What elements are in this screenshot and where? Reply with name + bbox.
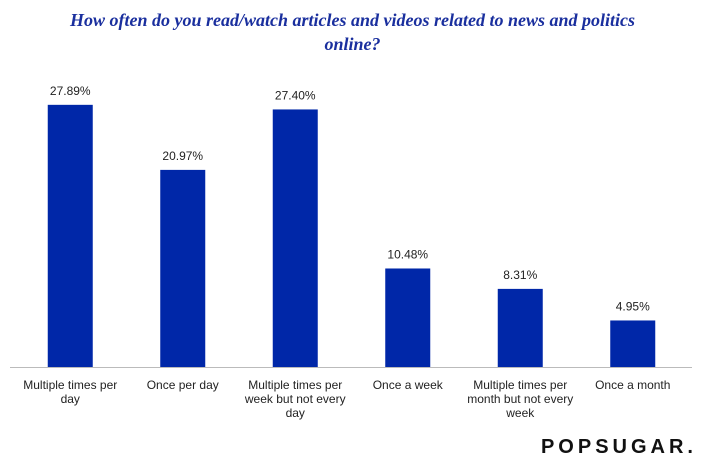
x-tick-label: Multiple times per week but not every da… xyxy=(244,378,346,420)
value-label: 20.97% xyxy=(162,149,203,163)
value-label: 4.95% xyxy=(616,299,650,313)
bar xyxy=(385,268,431,367)
x-tick-label: Once per day xyxy=(146,378,219,392)
value-label: 8.31% xyxy=(503,268,537,282)
bar xyxy=(160,169,206,367)
chart-title: How often do you read/watch articles and… xyxy=(70,10,635,54)
x-tick-label: Multiple times per month but not every w… xyxy=(467,378,574,420)
bar xyxy=(497,288,543,367)
bar xyxy=(610,320,656,367)
value-label: 27.40% xyxy=(275,88,316,102)
bar xyxy=(272,109,318,367)
bar xyxy=(47,104,93,368)
x-tick-label: Once a month xyxy=(595,378,671,392)
x-tick-label: Once a week xyxy=(372,378,443,392)
value-label: 27.89% xyxy=(50,84,91,98)
x-tick-label: Multiple times per day xyxy=(23,378,118,406)
watermark: POPSUGAR. xyxy=(540,436,697,458)
value-label: 10.48% xyxy=(387,247,428,261)
